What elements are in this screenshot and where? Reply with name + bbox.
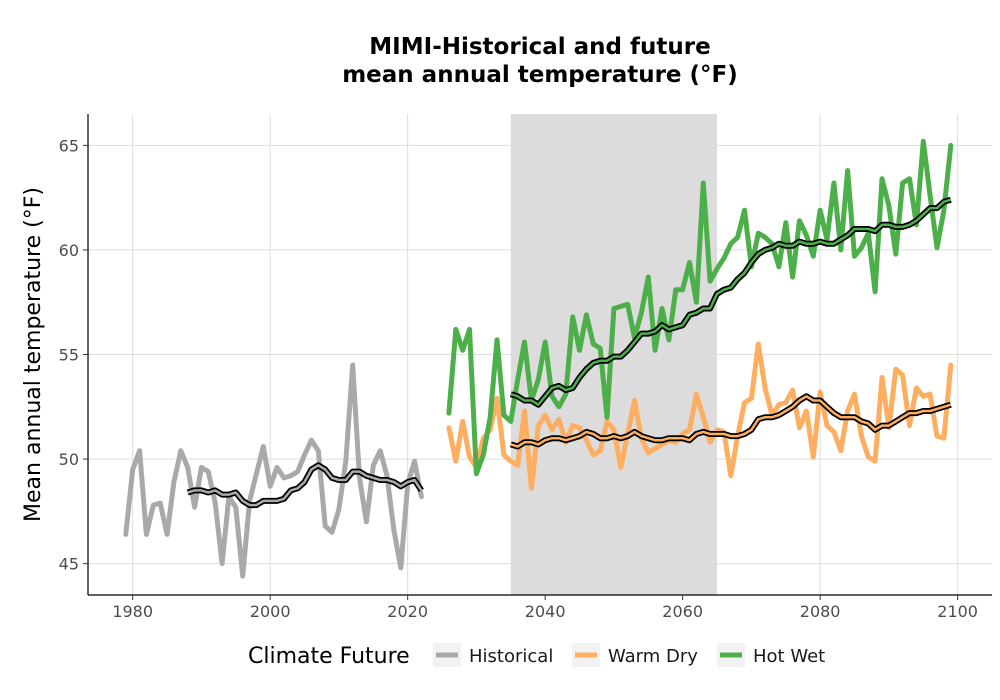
smooth-line-warm-dry bbox=[510, 395, 952, 448]
x-tick-label: 1980 bbox=[112, 602, 153, 621]
y-axis-title: Mean annual temperature (°F) bbox=[21, 187, 46, 522]
y-tick-label: 60 bbox=[59, 241, 79, 260]
series-layer bbox=[123, 138, 954, 579]
smooth-line-historical bbox=[187, 464, 423, 507]
x-tick-label: 2000 bbox=[250, 602, 291, 621]
y-tick-label: 50 bbox=[59, 450, 79, 469]
series-line-historical bbox=[123, 362, 424, 579]
y-tick-label: 65 bbox=[59, 136, 79, 155]
y-tick-label: 55 bbox=[59, 346, 79, 365]
x-tick-label: 2100 bbox=[937, 602, 978, 621]
series-line-warm-dry bbox=[446, 341, 954, 491]
y-tick-label: 45 bbox=[59, 555, 79, 574]
x-tick-label: 2080 bbox=[800, 602, 841, 621]
smooth-line-hot-wet bbox=[510, 198, 952, 406]
legend: Climate Future Historical Warm Dry Hot Wet bbox=[248, 643, 825, 669]
legend-label-hot-wet: Hot Wet bbox=[753, 646, 825, 667]
chart-title-line: MIMI-Historical and future bbox=[369, 34, 710, 60]
x-axis-ticks: 1980 2000 2020 2040 2060 2080 2100 bbox=[112, 595, 978, 621]
x-tick-label: 2060 bbox=[662, 602, 703, 621]
y-axis-ticks: 45 50 55 60 65 bbox=[59, 136, 88, 574]
chart-title-line: mean annual temperature (°F) bbox=[342, 62, 738, 88]
legend-title: Climate Future bbox=[248, 644, 410, 669]
x-tick-label: 2040 bbox=[525, 602, 566, 621]
legend-label-historical: Historical bbox=[469, 646, 553, 667]
x-tick-label: 2020 bbox=[387, 602, 428, 621]
legend-label-warm-dry: Warm Dry bbox=[608, 646, 698, 667]
series-line-hot-wet bbox=[446, 138, 954, 477]
